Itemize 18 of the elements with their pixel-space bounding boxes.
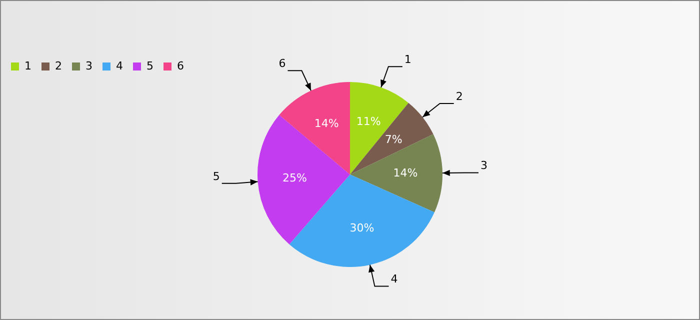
slice-label: 1: [404, 52, 412, 66]
legend-label: 6: [176, 59, 184, 72]
legend-label: 1: [24, 59, 32, 72]
legend-label: 2: [55, 59, 62, 72]
data-label: 11%: [356, 115, 381, 128]
slice-label: 5: [212, 170, 220, 183]
data-label: 7%: [384, 132, 402, 146]
legend-label: 5: [146, 59, 154, 72]
slice-label: 2: [456, 90, 463, 103]
slice-label: 3: [480, 159, 488, 172]
data-label: 14%: [314, 117, 339, 130]
data-label: 25%: [282, 172, 307, 185]
legend-label: 3: [85, 59, 92, 72]
data-label: 14%: [393, 166, 418, 180]
data-label: 30%: [350, 222, 374, 235]
slice-label: 6: [278, 57, 286, 70]
slice-label: 4: [390, 272, 398, 286]
legend-label: 4: [116, 59, 123, 72]
